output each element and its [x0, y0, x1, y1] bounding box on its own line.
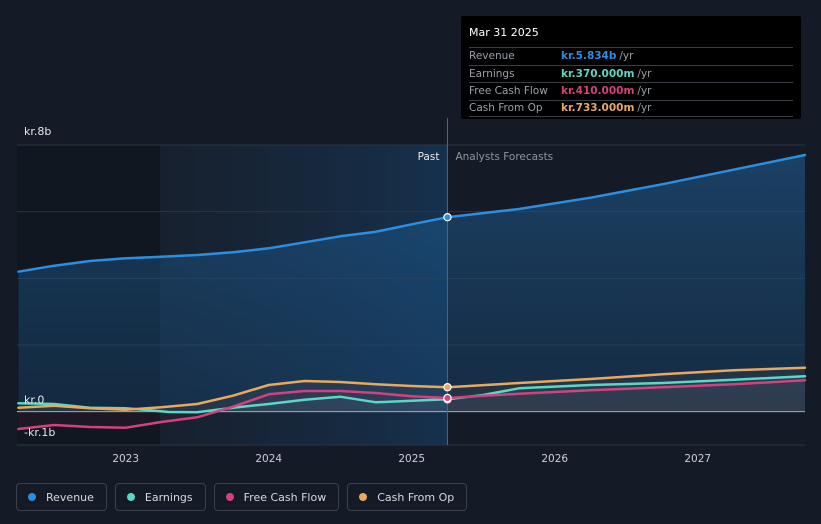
tooltip-label: Free Cash Flow [469, 85, 548, 98]
tooltip-row-cash-from-op: Cash From Op kr.733.000m /yr [469, 99, 793, 117]
tooltip: Mar 31 2025 Revenue kr.5.834b /yr Earnin… [461, 16, 801, 119]
free-cash-flow-line [17, 379, 807, 431]
legend-dot-icon [126, 493, 135, 501]
tooltip-value: kr.410.000m [561, 85, 635, 98]
tooltip-label: Cash From Op [469, 102, 543, 115]
x-tick-label: 2024 [255, 453, 282, 465]
legend-item-earnings[interactable]: Earnings [114, 483, 206, 511]
legend-label: Cash From Op [377, 490, 455, 504]
x-tick-label: 2023 [112, 453, 139, 465]
tooltip-row-revenue: Revenue kr.5.834b /yr [469, 47, 793, 65]
y-tick-label: kr.0 [24, 394, 44, 407]
legend-item-revenue[interactable]: Revenue [16, 483, 107, 511]
tooltip-date: Mar 31 2025 [469, 26, 539, 39]
tooltip-unit: /yr [637, 102, 652, 115]
x-tick-label: 2025 [398, 453, 425, 465]
y-tick-label: -kr.1b [24, 426, 55, 439]
tooltip-row-free-cash-flow: Free Cash Flow kr.410.000m /yr [469, 82, 793, 100]
revenue-line [17, 153, 807, 273]
past-label: Past [418, 151, 440, 163]
free-cash-flow-marker [443, 393, 452, 403]
tooltip-value: kr.370.000m [561, 67, 635, 80]
revenue-marker [443, 212, 452, 222]
x-tick-label: 2027 [684, 453, 711, 465]
tooltip-unit: /yr [619, 50, 634, 63]
tooltip-label: Revenue [469, 50, 515, 63]
y-tick-label: kr.8b [24, 125, 51, 138]
legend-item-cash-from-op[interactable]: Cash From Op [347, 483, 468, 511]
forecast-label: Analysts Forecasts [455, 151, 553, 163]
legend-dot-icon [225, 493, 234, 501]
legend-label: Revenue [46, 490, 94, 504]
tooltip-label: Earnings [469, 67, 515, 80]
free-cash-flow-area [18, 380, 805, 429]
tooltip-value: kr.5.834b [561, 50, 617, 63]
tooltip-row-earnings: Earnings kr.370.000m /yr [469, 64, 793, 83]
legend-label: Free Cash Flow [243, 490, 327, 504]
legend-label: Earnings [144, 490, 193, 504]
legend-dot-icon [359, 493, 368, 501]
x-tick-label: 2026 [541, 453, 568, 465]
cash-from-op-marker [443, 383, 452, 392]
tooltip-value: kr.733.000m [561, 102, 635, 115]
tooltip-unit: /yr [637, 67, 652, 80]
legend-dot-icon [28, 493, 36, 501]
cash-from-op-line [17, 366, 807, 411]
legend-item-free-cash-flow[interactable]: Free Cash Flow [213, 483, 340, 511]
legend: Revenue Earnings Free Cash Flow Cash Fro… [16, 483, 468, 511]
revenue-area [18, 155, 805, 412]
tooltip-unit: /yr [637, 85, 652, 98]
